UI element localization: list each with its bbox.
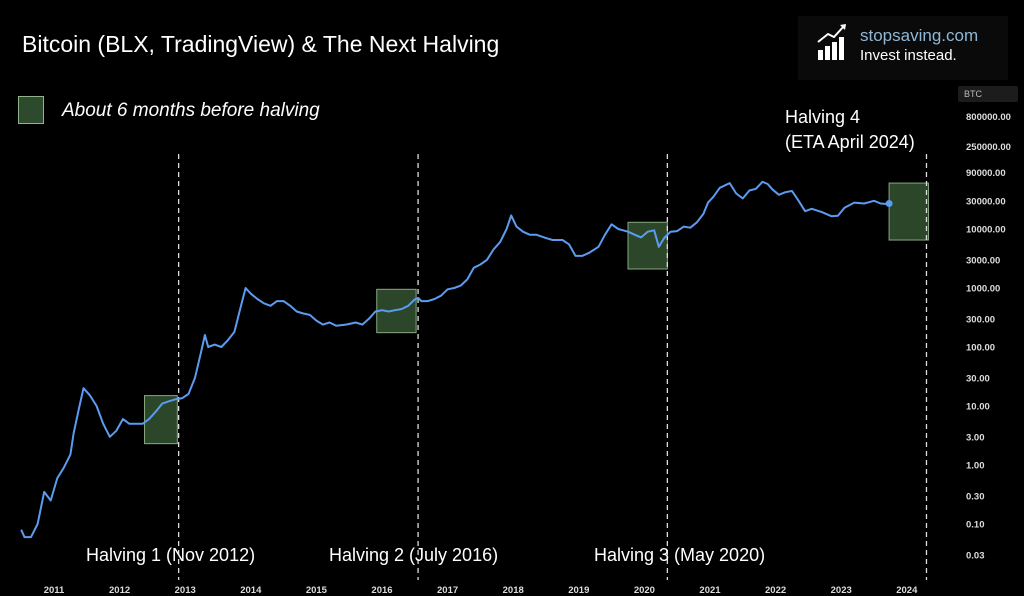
pre-halving-region-4: [888, 182, 929, 241]
halving-label-4: Halving 4: [785, 107, 860, 127]
y-tick-label: 300.00: [966, 314, 995, 325]
y-tick-label: 30.00: [966, 373, 990, 384]
logo-brand: stopsaving.com: [860, 26, 979, 45]
y-axis-label: BTC: [964, 89, 982, 99]
pre-halving-region-1: [144, 395, 178, 445]
x-tick-label: 2013: [175, 585, 196, 596]
btc-price-line: [20, 180, 890, 539]
x-tick-label: 2023: [831, 585, 852, 596]
legend-label: About 6 months before halving: [62, 100, 320, 121]
x-tick-label: 2011: [44, 585, 65, 596]
x-tick-label: 2012: [109, 585, 130, 596]
halving-label-1: Halving 1 (Nov 2012): [86, 545, 255, 565]
logo: stopsaving.com Invest instead.: [798, 16, 1008, 80]
y-tick-label: 10000.00: [966, 225, 1006, 236]
x-tick-label: 2024: [896, 585, 918, 596]
x-tick-label: 2014: [240, 585, 262, 596]
y-tick-label: 0.10: [966, 520, 985, 531]
y-tick-label: 1000.00: [966, 284, 1000, 295]
halving-label-4-sub: (ETA April 2024): [785, 132, 915, 152]
y-tick-label: 3000.00: [966, 255, 1000, 266]
x-tick-label: 2022: [765, 585, 786, 596]
halving-label-2: Halving 2 (July 2016): [329, 545, 498, 565]
x-tick-label: 2020: [634, 585, 655, 596]
y-tick-label: 0.30: [966, 491, 985, 502]
halving-label-3: Halving 3 (May 2020): [594, 545, 765, 565]
bar-chart-arrow-icon: [817, 24, 846, 60]
y-tick-label: 800000.00: [966, 112, 1011, 123]
y-tick-label: 3.00: [966, 432, 985, 443]
y-tick-label: 1.00: [966, 461, 985, 472]
x-tick-label: 2019: [568, 585, 589, 596]
x-tick-label: 2018: [503, 585, 524, 596]
chart-title: Bitcoin (BLX, TradingView) & The Next Ha…: [22, 31, 500, 57]
y-tick-label: 0.03: [966, 550, 985, 561]
y-tick-label: 30000.00: [966, 196, 1006, 207]
x-tick-label: 2015: [306, 585, 328, 596]
pre-halving-region-3: [627, 221, 668, 270]
x-tick-label: 2021: [699, 585, 721, 596]
y-tick-label: 10.00: [966, 402, 990, 413]
x-tick-label: 2016: [371, 585, 392, 596]
current-price-dot: [885, 200, 893, 208]
y-tick-label: 250000.00: [966, 142, 1011, 153]
y-axis-symbol-badge: BTC: [958, 86, 1018, 102]
y-tick-label: 100.00: [966, 343, 995, 354]
logo-tagline: Invest instead.: [860, 47, 957, 64]
legend-swatch: [18, 96, 44, 124]
y-tick-label: 90000.00: [966, 168, 1006, 179]
x-tick-label: 2017: [437, 585, 458, 596]
